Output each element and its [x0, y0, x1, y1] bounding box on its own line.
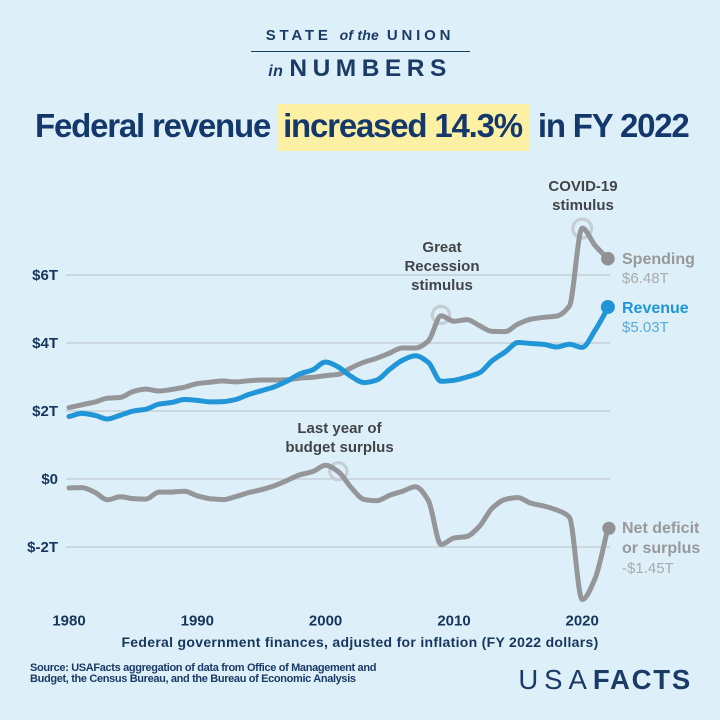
- svg-text:$-2T: $-2T: [27, 539, 58, 556]
- svg-text:$2T: $2T: [32, 403, 58, 420]
- svg-text:$6.48T: $6.48T: [622, 270, 669, 287]
- svg-text:$6T: $6T: [32, 267, 58, 284]
- svg-text:$0: $0: [41, 471, 58, 488]
- svg-text:Spending: Spending: [622, 251, 695, 268]
- svg-text:stimulus: stimulus: [552, 197, 614, 214]
- svg-text:$5.03T: $5.03T: [622, 319, 669, 336]
- svg-text:Last year of: Last year of: [297, 420, 382, 437]
- svg-text:Net deficit: Net deficit: [622, 520, 700, 537]
- svg-text:Revenue: Revenue: [622, 300, 689, 317]
- svg-text:2010: 2010: [437, 613, 470, 630]
- svg-text:1980: 1980: [52, 613, 85, 630]
- svg-text:$4T: $4T: [32, 335, 58, 352]
- svg-text:1990: 1990: [181, 613, 214, 630]
- svg-text:or surplus: or surplus: [622, 540, 700, 557]
- svg-text:stimulus: stimulus: [411, 277, 473, 294]
- svg-text:2020: 2020: [566, 613, 599, 630]
- svg-text:2000: 2000: [309, 613, 342, 630]
- svg-text:Recession: Recession: [404, 258, 479, 275]
- svg-text:budget surplus: budget surplus: [285, 439, 393, 456]
- svg-text:COVID-19: COVID-19: [548, 178, 617, 195]
- svg-text:-$1.45T: -$1.45T: [622, 560, 674, 577]
- svg-text:Great: Great: [422, 239, 461, 256]
